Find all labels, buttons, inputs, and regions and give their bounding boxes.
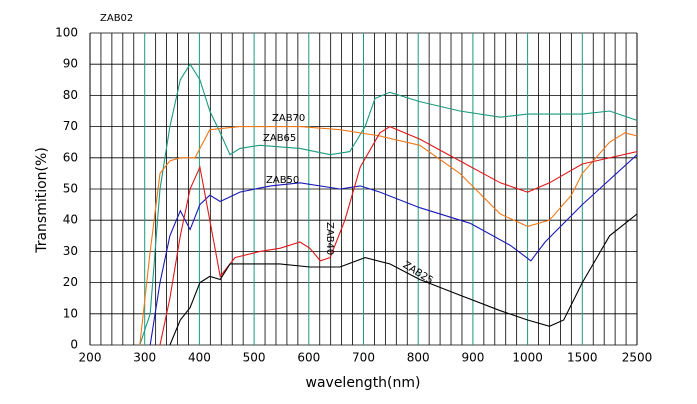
y-tick-label: 90 (63, 57, 78, 71)
series-line (139, 126, 638, 346)
x-tick-label: 800 (407, 351, 430, 365)
x-tick-label: 1000 (512, 351, 543, 365)
x-tick-label: 500 (243, 351, 266, 365)
y-tick-label: 50 (63, 182, 78, 196)
series-line (149, 154, 638, 346)
series-line (159, 125, 638, 346)
x-tick-label: 1500 (567, 351, 598, 365)
x-tick-label: 900 (461, 351, 484, 365)
y-tick-label: 20 (63, 275, 78, 289)
chart-title: ZAB02 (100, 13, 133, 24)
y-axis-label: Transmition(%) (34, 147, 50, 254)
x-tick-label: 2500 (622, 351, 653, 365)
x-axis-label: wavelength(nm) (306, 375, 421, 391)
curve-label: ZAB40 (324, 222, 335, 255)
y-tick-label: 0 (70, 338, 78, 352)
x-tick-label: 700 (352, 351, 375, 365)
x-tick-label: 600 (297, 351, 320, 365)
y-tick-label: 100 (55, 26, 78, 40)
curve-label: ZAB50 (266, 175, 299, 186)
curve-label: ZAB65 (263, 133, 296, 144)
series-line (169, 213, 638, 346)
x-tick-label: 200 (79, 351, 102, 365)
y-tick-label: 60 (63, 150, 78, 164)
y-tick-label: 10 (63, 306, 78, 320)
y-tick-label: 80 (63, 88, 78, 102)
x-tick-label: 300 (133, 351, 156, 365)
y-tick-label: 30 (63, 244, 78, 258)
series-line (139, 63, 638, 346)
x-tick-label: 400 (188, 351, 211, 365)
y-tick-label: 40 (63, 213, 78, 227)
curve-label: ZAB70 (272, 113, 305, 124)
y-tick-label: 70 (63, 119, 78, 133)
